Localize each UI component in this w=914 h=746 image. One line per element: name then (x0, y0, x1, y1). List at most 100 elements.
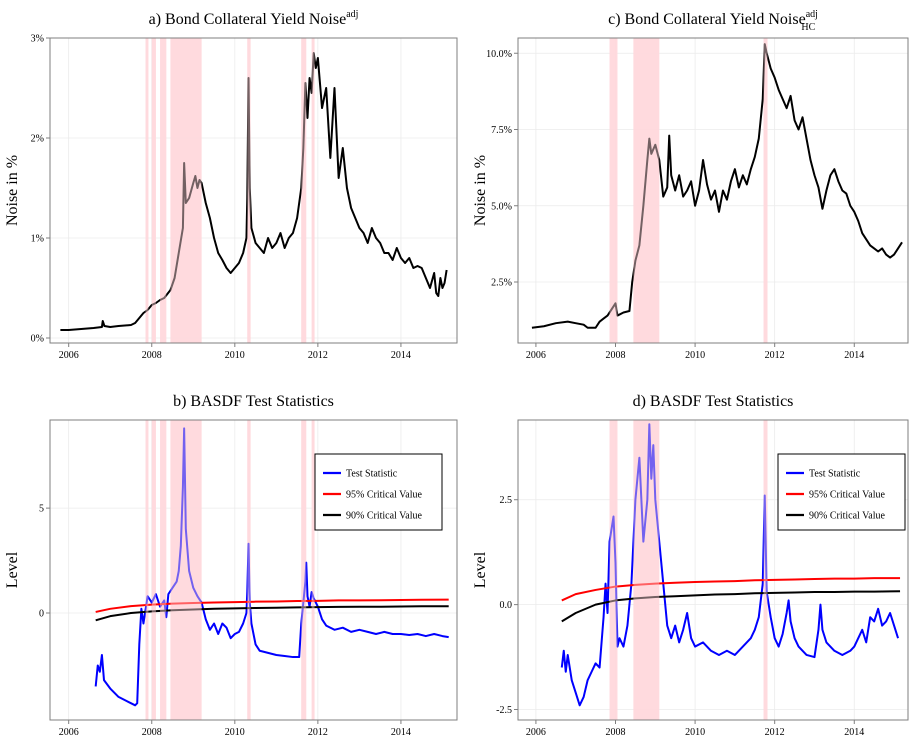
series-line (95, 605, 449, 622)
highlight-band (151, 38, 156, 343)
legend-label: 90% Critical Value (346, 511, 422, 522)
x-tick-label: 2010 (685, 350, 705, 361)
series-line (94, 427, 449, 707)
x-tick-label: 2008 (606, 727, 626, 738)
chart-title-text: b) BASDF Test Statistics (173, 393, 334, 410)
highlight-overlay (145, 420, 315, 720)
x-tick-label: 2010 (685, 727, 705, 738)
chart-title: a) Bond Collateral Yield Noiseadj (149, 9, 359, 28)
y-axis-label: Level (4, 551, 21, 588)
chart-title-superscript: adj (806, 9, 818, 20)
highlight-band (170, 420, 202, 720)
x-tick-label: 2006 (59, 350, 79, 361)
highlight-band (609, 38, 618, 343)
highlight-band (609, 420, 618, 720)
y-tick-label: 10.0% (486, 49, 512, 60)
highlight-band (301, 38, 307, 343)
highlight-band (247, 420, 251, 720)
y-tick-label: 2.5 (500, 495, 513, 506)
highlight-band (151, 38, 156, 343)
highlight-band (311, 38, 315, 343)
legend: Test Statistic 95% Critical Value 90% Crit… (314, 453, 443, 531)
highlight-band (151, 420, 156, 720)
series-line (60, 52, 448, 331)
highlight-band (763, 38, 768, 343)
highlight-band (145, 38, 149, 343)
highlight-overlay (145, 38, 315, 343)
y-axis-label: Noise in % (472, 155, 489, 226)
series-line (95, 598, 449, 613)
series-lines (60, 52, 448, 331)
x-tick-label: 2014 (844, 350, 864, 361)
y-axis-label: Level (472, 551, 489, 588)
highlight-band (151, 420, 156, 720)
y-tick-label: 1% (31, 234, 44, 245)
highlight-band (160, 38, 167, 343)
highlight-band (301, 420, 307, 720)
highlight-band (170, 38, 202, 343)
plot-area (518, 38, 908, 343)
series-line (561, 577, 901, 602)
plot-border (49, 37, 458, 344)
y-tick-label: 7.5% (491, 125, 512, 136)
highlight-band (301, 38, 307, 343)
plot-border (517, 37, 909, 344)
x-tick-label: 2006 (59, 727, 79, 738)
x-tick-label: 2008 (606, 350, 626, 361)
highlight-band (763, 420, 768, 720)
panel-c: 2006 2008 2010 2012 2014 2.5% 5.0% 7.5% 10.0% Noi… (472, 9, 909, 361)
highlight-band (145, 420, 149, 720)
highlight-band (633, 420, 660, 720)
highlight-band (609, 38, 618, 343)
y-tick-label: 2.5% (491, 278, 512, 289)
x-tick-label: 2012 (765, 727, 785, 738)
x-tick-label: 2010 (225, 350, 245, 361)
x-tick-label: 2012 (308, 350, 328, 361)
chart-title-text: a) Bond Collateral Yield Noise (149, 11, 347, 28)
legend-label: 95% Critical Value (346, 490, 422, 501)
highlight-band (311, 38, 315, 343)
x-tick-label: 2008 (142, 350, 162, 361)
highlight-band (247, 38, 251, 343)
chart-title-text: d) BASDF Test Statistics (633, 393, 794, 410)
y-tick-label: 0.0 (500, 600, 513, 611)
legend-label: 90% Critical Value (809, 511, 885, 522)
x-tick-label: 2012 (308, 727, 328, 738)
y-tick-label: 3% (31, 34, 44, 45)
highlight-band (301, 420, 307, 720)
legend-box (314, 453, 443, 531)
highlight-band (763, 38, 768, 343)
y-tick-label: 5.0% (491, 201, 512, 212)
highlight-bands (609, 38, 768, 343)
highlight-band (633, 38, 660, 343)
y-tick-label: 0% (31, 334, 44, 345)
highlight-band (160, 420, 167, 720)
highlight-band (609, 420, 618, 720)
legend: Test Statistic 95% Critical Value 90% Crit… (777, 453, 906, 531)
chart-title: c) Bond Collateral Yield Noiseadj HC (608, 9, 818, 33)
legend-label: 95% Critical Value (809, 490, 885, 501)
panel-d: 2006 2008 2010 2012 2014 -2.5 0.0 2.5 Level d) BA… (472, 393, 909, 738)
plot-border (49, 419, 458, 721)
highlight-band (170, 420, 202, 720)
series-lines (94, 427, 449, 707)
legend-label: Test Statistic (809, 469, 861, 480)
plot-area (50, 38, 457, 343)
panel-a: 2006 2008 2010 2012 2014 0% 1% 2% 3% Noise in % a)… (4, 9, 458, 361)
y-tick-label: -2.5 (496, 705, 512, 716)
x-tick-label: 2014 (391, 727, 411, 738)
highlight-band (145, 420, 149, 720)
y-axis-label: Noise in % (4, 155, 21, 226)
chart-title-subscript: HC (801, 22, 815, 33)
highlight-band (145, 38, 149, 343)
chart-title: b) BASDF Test Statistics (173, 393, 334, 410)
x-tick-label: 2012 (765, 350, 785, 361)
highlight-band (311, 420, 315, 720)
highlight-band (160, 38, 167, 343)
series-line (560, 423, 900, 707)
series-line (561, 590, 901, 623)
y-tick-label: 2% (31, 134, 44, 145)
x-tick-label: 2006 (526, 350, 546, 361)
highlight-band (160, 420, 167, 720)
